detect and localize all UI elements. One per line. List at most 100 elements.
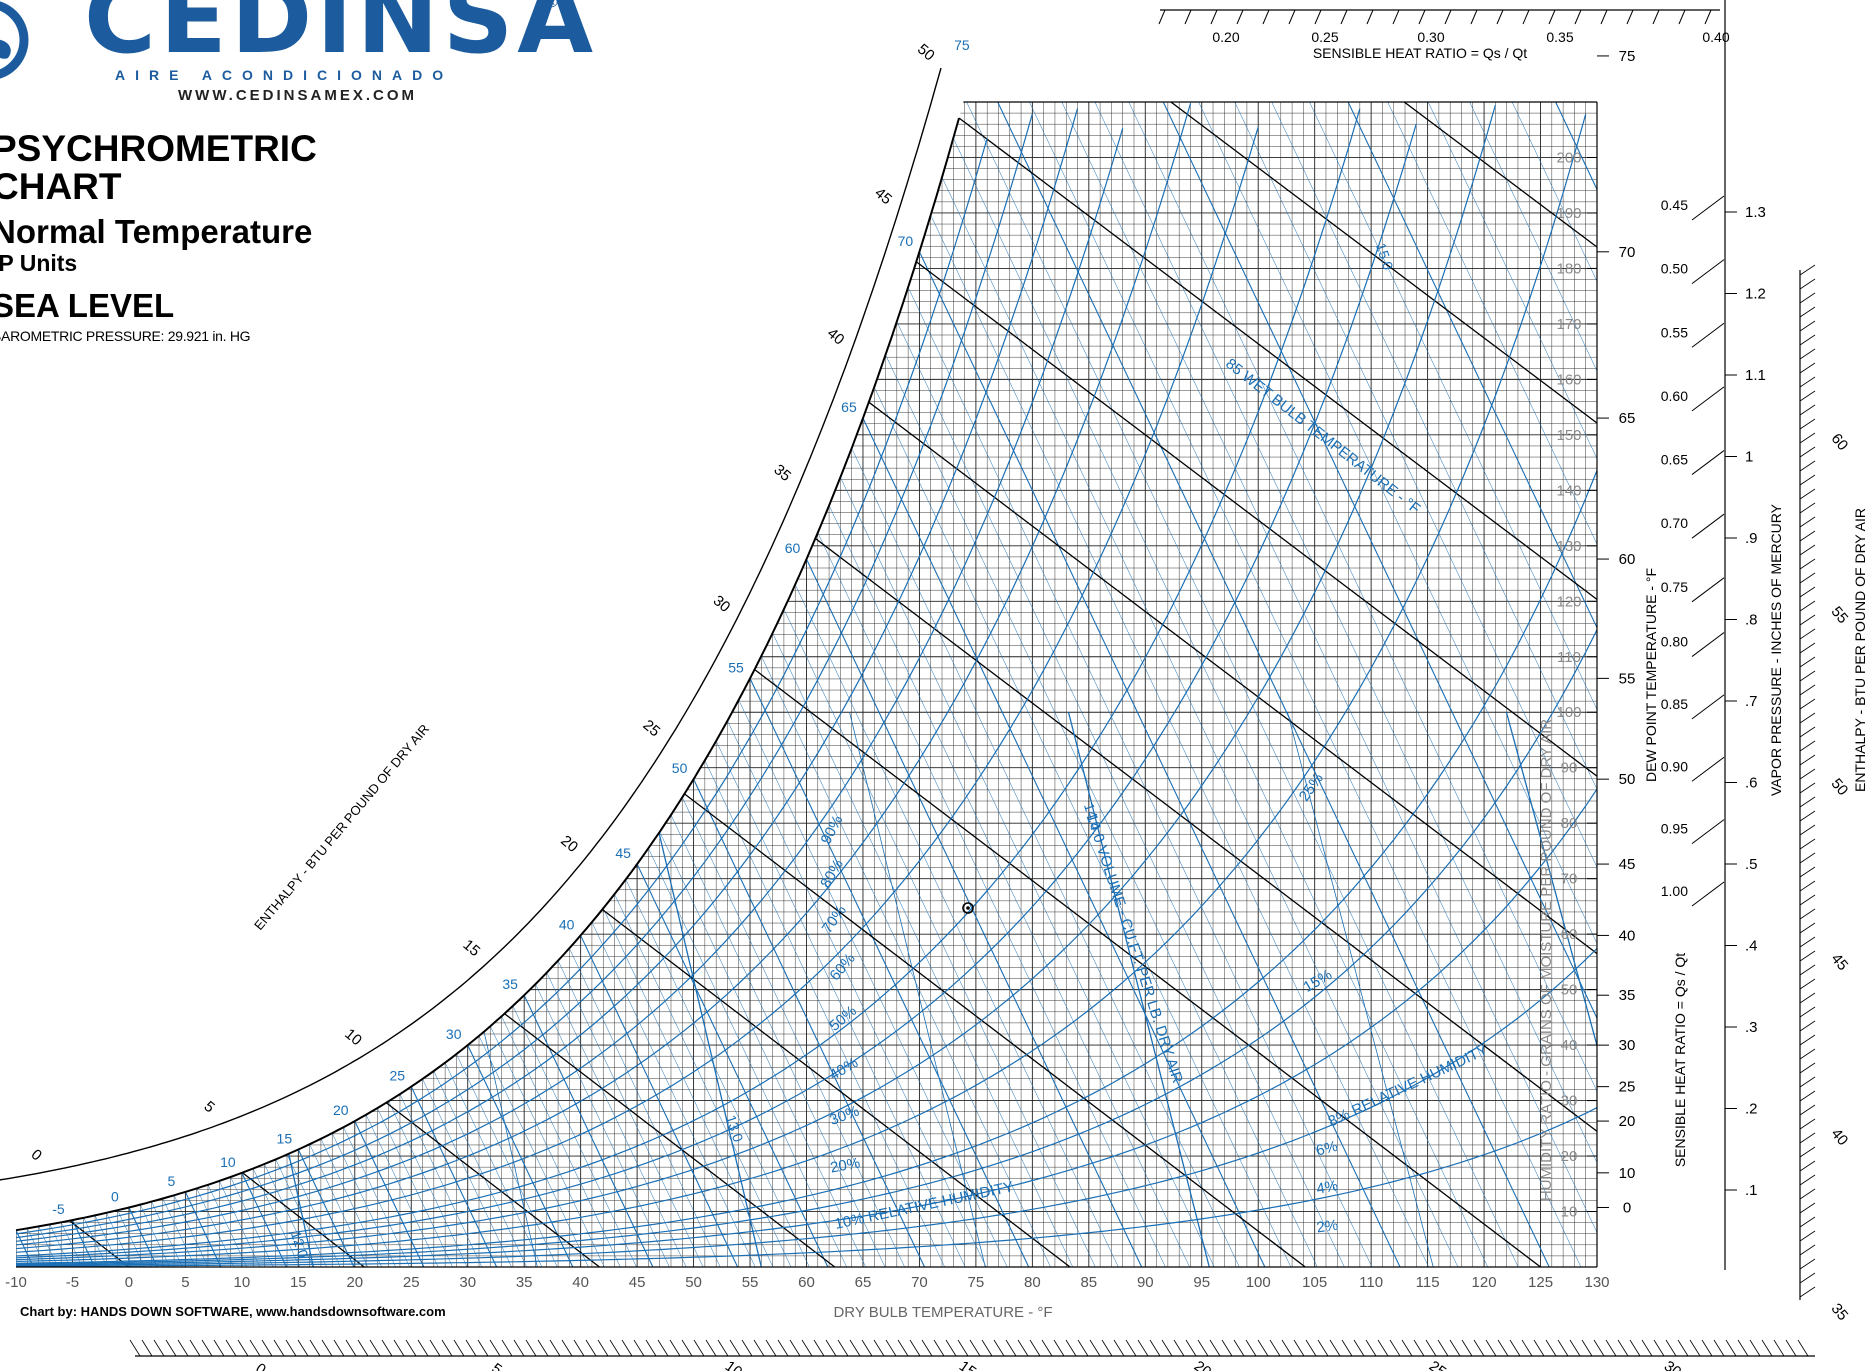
- bottom-enthalpy-tick: [333, 1339, 345, 1357]
- vapor-label: 1.1: [1745, 367, 1766, 384]
- vapor-label: .6: [1745, 775, 1758, 792]
- right-enthalpy-tick: [1799, 460, 1816, 472]
- enthalpy-line: [868, 401, 1597, 1267]
- right-enthalpy-tick: [1799, 1034, 1816, 1046]
- shr-side-tick: [1691, 259, 1725, 285]
- wet-bulb-line: [603, 908, 774, 1267]
- shr-side-label: 0.75: [1661, 579, 1688, 595]
- bottom-enthalpy-tick: [645, 1339, 657, 1357]
- x-tick-label: 85: [1080, 1274, 1097, 1291]
- dew-point-label: 45: [1619, 856, 1636, 873]
- wet-bulb-line: [388, 1101, 468, 1267]
- volume-label: 14.0: [1081, 801, 1105, 832]
- saturation-temp-label: 30: [446, 1026, 462, 1042]
- enthalpy-scale-label: 5: [201, 1098, 218, 1116]
- bottom-enthalpy-tick: [669, 1339, 681, 1357]
- relative-humidity-curve: [16, 123, 1417, 1259]
- dew-point-label: 25: [1619, 1079, 1636, 1096]
- bottom-enthalpy-tick: [153, 1339, 165, 1357]
- shr-top-tick: [1184, 9, 1192, 25]
- bottom-enthalpy-tick: [1209, 1339, 1221, 1357]
- wet-bulb-line: [557, 960, 704, 1267]
- bottom-enthalpy-tick: [1041, 1339, 1053, 1357]
- bottom-enthalpy-tick: [1533, 1339, 1545, 1357]
- right-enthalpy-tick: [1799, 488, 1816, 500]
- bottom-enthalpy-tick: [1389, 1339, 1401, 1357]
- x-tick-label: 0: [125, 1274, 133, 1291]
- bottom-enthalpy-tick: [993, 1339, 1005, 1357]
- relative-humidity-curve: [16, 128, 1124, 1246]
- bottom-enthalpy-tick: [1329, 1339, 1341, 1357]
- bottom-enthalpy-tick: [1617, 1339, 1629, 1357]
- dew-point-label: 50: [1619, 771, 1636, 788]
- bottom-enthalpy-tick: [297, 1339, 309, 1357]
- bottom-enthalpy-tick: [1437, 1339, 1449, 1357]
- bottom-enthalpy-label: 10: [722, 1358, 745, 1371]
- vapor-label: .2: [1745, 1101, 1758, 1118]
- dew-point-label: 30: [1619, 1037, 1636, 1054]
- wet-bulb-line: [817, 532, 1166, 1267]
- wet-bulb-line: [670, 814, 886, 1267]
- right-enthalpy-tick: [1799, 404, 1816, 416]
- chart-subtitle: Normal Temperature: [0, 213, 313, 250]
- right-enthalpy-tick: [1799, 1216, 1816, 1228]
- x-tick-label: 100: [1246, 1274, 1271, 1291]
- relative-humidity-curve: [16, 108, 1361, 1257]
- wet-bulb-line: [399, 1093, 483, 1267]
- wet-bulb-line: [501, 1016, 621, 1267]
- shr-side-label: 0.65: [1661, 452, 1688, 468]
- dew-point-label: 75: [1619, 48, 1636, 65]
- shr-top-tick: [1574, 9, 1582, 25]
- humidity-ratio-label: 170: [1556, 316, 1581, 333]
- wet-bulb-line: [862, 417, 1266, 1267]
- right-enthalpy-tick: [1799, 1062, 1816, 1074]
- humidity-ratio-label: 120: [1556, 593, 1581, 610]
- wet-bulb-line: [1133, 102, 1597, 1267]
- right-enthalpy-tick: [1799, 866, 1816, 878]
- right-enthalpy-tick: [1799, 838, 1816, 850]
- wet-bulb-line: [614, 894, 792, 1267]
- relative-humidity-curve: [16, 103, 1192, 1250]
- humidity-ratio-label: 80: [1561, 815, 1578, 832]
- shr-top-tick: [1704, 9, 1712, 25]
- bottom-enthalpy-tick: [369, 1339, 381, 1357]
- bottom-enthalpy-tick: [717, 1339, 729, 1357]
- x-tick-label: 130: [1584, 1274, 1609, 1291]
- humidity-ratio-label: 200: [1556, 149, 1581, 166]
- enthalpy-scale-label: 20: [557, 832, 581, 856]
- right-enthalpy-tick: [1799, 558, 1816, 570]
- enthalpy-line: [504, 1013, 836, 1267]
- shr-side-tick: [1691, 632, 1725, 657]
- bottom-enthalpy-tick: [873, 1339, 885, 1357]
- bottom-enthalpy-tick: [1173, 1339, 1185, 1357]
- rh-label: 90%: [817, 813, 846, 847]
- right-enthalpy-tick: [1799, 712, 1816, 724]
- saturation-temp-label: 10: [220, 1154, 236, 1170]
- bottom-enthalpy-tick: [453, 1339, 465, 1357]
- shr-top-tick: [1314, 9, 1322, 25]
- x-tick-label: 35: [516, 1274, 533, 1291]
- bottom-enthalpy-tick: [885, 1339, 897, 1357]
- bottom-enthalpy-tick: [1461, 1339, 1473, 1357]
- bottom-enthalpy-tick: [897, 1339, 909, 1357]
- dew-point-axis-title: DEW POINT TEMPERATURE - °F: [1643, 568, 1659, 782]
- relative-humidity-curve: [16, 114, 1587, 1263]
- right-enthalpy-tick: [1799, 1244, 1816, 1256]
- dew-point-label: 65: [1619, 410, 1636, 427]
- right-enthalpy-tick: [1799, 1118, 1816, 1130]
- right-enthalpy-label: 55: [1828, 603, 1852, 627]
- bottom-enthalpy-tick: [201, 1339, 213, 1357]
- wet-bulb-line: [715, 740, 966, 1267]
- specific-volume-line: [1067, 712, 1210, 1267]
- bottom-enthalpy-tick: [825, 1339, 837, 1357]
- bottom-enthalpy-tick: [1365, 1339, 1377, 1357]
- shr-side-tick: [1691, 195, 1725, 221]
- wet-bulb-line: [874, 386, 1292, 1267]
- vapor-label: .5: [1745, 856, 1758, 873]
- shr-side-label: 0.50: [1661, 261, 1688, 277]
- wet-bulb-line: [1156, 102, 1597, 1267]
- wet-bulb-line: [704, 760, 945, 1267]
- x-tick-label: 110: [1359, 1274, 1383, 1291]
- right-enthalpy-tick: [1799, 698, 1816, 710]
- plot-grid: [16, 102, 1597, 1267]
